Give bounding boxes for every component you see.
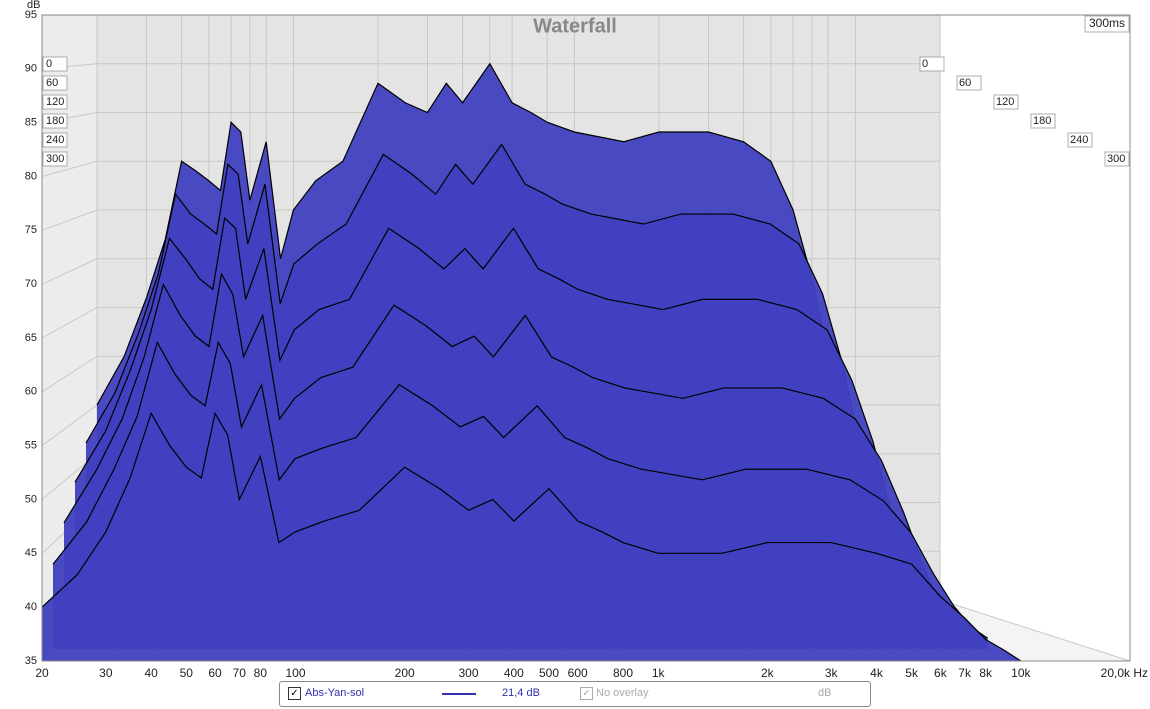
y-tick-label: 60 <box>25 386 37 398</box>
x-tick-label: 6k <box>934 666 948 680</box>
grid-line <box>41 258 98 285</box>
depth-label-box <box>42 113 68 129</box>
x-tick-label: 4k <box>870 666 884 680</box>
y-tick-label: 95 <box>25 9 37 21</box>
grid-line <box>41 160 98 177</box>
depth-label-box <box>42 75 68 91</box>
x-tick-label: 30 <box>99 666 113 680</box>
slice-line <box>52 340 989 639</box>
depth-label-box <box>42 94 68 110</box>
x-tick-label: 100 <box>285 666 305 680</box>
x-tick-label: 600 <box>568 666 588 680</box>
depth-label-box <box>42 56 68 72</box>
slices <box>42 62 1022 661</box>
chart-title: Waterfall <box>533 15 617 37</box>
depth-label-box <box>42 132 68 148</box>
labels: 35 40 45 50 55 60 65 70 75 80 85 90 95 20 30 40 50 60 70 80… <box>25 9 1148 680</box>
grid-line <box>41 404 98 447</box>
y-tick-label: 85 <box>25 117 37 129</box>
x-tick-label: 20 <box>35 666 49 680</box>
x-tick-label: 3k <box>825 666 839 680</box>
depth-label: 180 <box>1033 115 1051 127</box>
depth-label: 0 <box>922 58 928 70</box>
x-tick-label: 300 <box>459 666 479 680</box>
overlay-checkbox[interactable]: ✓ <box>580 687 593 700</box>
grid-line <box>41 307 98 339</box>
trace-line <box>442 693 476 695</box>
x-tick-label: 2k <box>761 666 775 680</box>
depth-label-box <box>42 151 68 167</box>
trace-name: Abs-Yan-sol <box>305 687 365 699</box>
x-tick-label: 500 <box>539 666 559 680</box>
x-tick-label: 7k <box>958 666 972 680</box>
legend: ✓ Abs-Yan-sol 21,4 dB ✓ No overlay dB <box>279 681 871 707</box>
x-tick-label: 40 <box>144 666 158 680</box>
y-tick-label: 80 <box>25 170 37 182</box>
x-tick-label: 50 <box>180 666 194 680</box>
depth-label: 120 <box>996 96 1014 108</box>
slice-line <box>85 143 890 583</box>
unit-label: dB <box>818 687 832 699</box>
depth-label: 300 <box>1107 153 1125 165</box>
depth-label-box <box>956 75 982 91</box>
y-tick-label: 65 <box>25 332 37 344</box>
depth-label: 240 <box>46 134 64 146</box>
x-tick-label: 200 <box>395 666 415 680</box>
y-tick-label: 90 <box>25 63 37 75</box>
depth-label: 60 <box>959 77 971 89</box>
depth-label: 120 <box>46 96 64 108</box>
depth-label-box <box>919 56 945 72</box>
time-range-box <box>1084 15 1130 33</box>
depth-label-box <box>1104 151 1130 167</box>
time-range-label: 300ms <box>1089 16 1125 30</box>
x-tick-label: 60 <box>208 666 222 680</box>
x-tick-label: 800 <box>613 666 633 680</box>
depth-label: 240 <box>1070 134 1088 146</box>
x-tick-label: 10k <box>1011 666 1031 680</box>
depth-label: 0 <box>46 58 52 70</box>
y-tick-label: 55 <box>25 440 37 452</box>
y-tick-label: 75 <box>25 224 37 236</box>
depth-label: 180 <box>46 115 64 127</box>
chart: 35 40 45 50 55 60 65 70 75 80 85 90 95 20 30 40 50 60 70 80… <box>25 0 1148 680</box>
slice-line <box>96 62 857 532</box>
y-axis-label: dB <box>27 0 40 11</box>
depth-label: 300 <box>46 153 64 165</box>
slice-line <box>63 272 956 627</box>
y-tick-label: 35 <box>25 655 37 667</box>
y-tick-label: 40 <box>25 601 37 613</box>
y-tick-label: 45 <box>25 547 37 559</box>
x-tick-label: 70 <box>233 666 247 680</box>
grid-line <box>939 599 1131 662</box>
depth-label-box <box>993 94 1019 110</box>
grid-line <box>41 209 98 231</box>
y-tick-label: 50 <box>25 493 37 505</box>
x-tick-label: 20,0k Hz <box>1101 666 1148 680</box>
x-tick-label: 8k <box>979 666 993 680</box>
trace-checkbox[interactable]: ✓ <box>288 687 301 700</box>
y-tick-label: 70 <box>25 278 37 290</box>
slice-fill <box>42 413 1021 661</box>
slice-line <box>42 411 1022 661</box>
x-tick-label: 1k <box>652 666 666 680</box>
grid-line <box>41 355 98 393</box>
overlay-label: No overlay <box>596 687 649 699</box>
depth-label-box <box>1067 132 1093 148</box>
x-tick-label: 80 <box>254 666 268 680</box>
x-tick-label: 5k <box>905 666 919 680</box>
x-tick-label: 400 <box>504 666 524 680</box>
trace-level: 21,4 dB <box>502 687 540 699</box>
slice-line <box>74 216 923 615</box>
frame <box>41 14 1131 662</box>
depth-label: 60 <box>46 77 58 89</box>
depth-label-box <box>1030 113 1056 129</box>
